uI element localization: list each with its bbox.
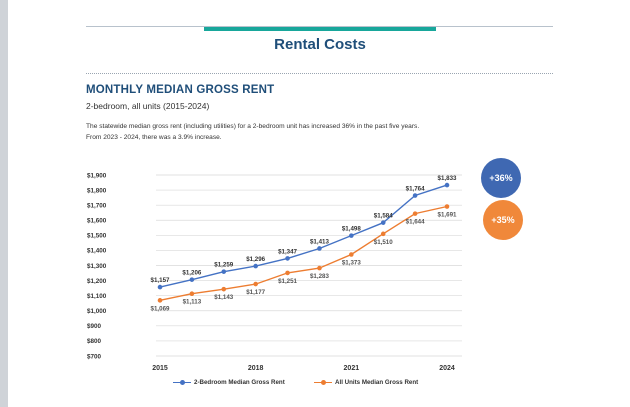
chart-series: $1,157 $1,206 $1,259 $1,296 $1,347 $1,413 $1,4… [151, 175, 457, 312]
series-2-data-label-2020: $1,283 [310, 273, 329, 280]
series-2-data-label-2016: $1,113 [183, 299, 202, 306]
all-units-change-badge: +35% [483, 200, 523, 240]
y-tick-label-1500: $1,500 [87, 233, 107, 240]
y-tick-label-1600: $1,600 [87, 218, 107, 225]
series-1-data-label-2023: $1,764 [406, 186, 425, 193]
series-1-data-label-2019: $1,347 [278, 248, 297, 255]
chart-axes: $700 $800 $900 $1,000 $1,100 $1,200 $1,300 $1,4… [87, 172, 455, 372]
series-line-1 [159, 184, 448, 288]
series-1-point-2017 [221, 269, 227, 274]
series-2-data-label-2019: $1,251 [278, 278, 297, 285]
x-tick-label-2015: 2015 [152, 365, 168, 372]
legend-item-two-bedroom: 2-Bedroom Median Gross Rent [173, 377, 285, 387]
series-2-data-label-2015: $1,069 [151, 305, 170, 312]
y-tick-label-1300: $1,300 [87, 263, 107, 270]
y-tick-label-1700: $1,700 [87, 202, 107, 209]
y-tick-label-1200: $1,200 [87, 278, 107, 285]
series-2-data-label-2024: $1,691 [438, 212, 457, 219]
series-2-point-2024 [444, 204, 450, 209]
page-title: Rental Costs [274, 36, 366, 53]
series-1-point-2019 [285, 256, 290, 261]
header-accent-bar [204, 27, 436, 31]
header-rule [86, 26, 553, 27]
description-line-2: From 2023 - 2024, there was a 3.9% incre… [86, 134, 222, 141]
y-tick-label-800: $800 [87, 338, 102, 345]
series-2-point-2015 [157, 298, 163, 303]
y-tick-label-1000: $1,000 [87, 308, 107, 315]
series-1-point-2016 [189, 277, 195, 282]
x-tick-label-2024: 2024 [439, 365, 455, 372]
series-2-data-label-2017: $1,143 [214, 294, 233, 301]
y-tick-label-900: $900 [87, 323, 102, 330]
dotted-divider [86, 73, 553, 74]
series-1-point-2015 [157, 284, 163, 290]
chart-grid [156, 174, 462, 357]
series-1-point-2020 [317, 246, 322, 251]
series-2-data-label-2021: $1,373 [342, 259, 361, 266]
x-tick-label-2018: 2018 [248, 365, 264, 372]
description-line-1: The statewide median gross rent (includi… [86, 123, 420, 130]
series-1-data-label-2020: $1,413 [310, 238, 329, 245]
series-1-data-label-2021: $1,498 [342, 226, 361, 233]
series-1-point-2021 [349, 233, 354, 238]
legend-symbol-two-bedroom [173, 378, 191, 386]
series-1-data-label-2018: $1,296 [246, 256, 265, 263]
x-tick-label-2021: 2021 [344, 365, 360, 372]
series-2-point-2016 [189, 291, 195, 297]
y-tick-label-1400: $1,400 [87, 248, 107, 255]
series-2-data-label-2018: $1,177 [246, 289, 265, 296]
series-2-point-2017 [221, 286, 227, 292]
section-subtitle: 2-bedroom, all units (2015-2024) [86, 101, 210, 111]
legend-label-two-bedroom: 2-Bedroom Median Gross Rent [194, 378, 285, 386]
series-1-data-label-2024: $1,833 [438, 175, 457, 182]
legend-item-all-units: All Units Median Gross Rent [314, 377, 418, 387]
series-1-data-label-2017: $1,259 [214, 262, 233, 269]
series-line-2 [159, 205, 448, 301]
series-2-point-2023 [412, 211, 418, 216]
y-tick-label-700: $700 [87, 353, 102, 360]
series-1-data-label-2015: $1,157 [151, 277, 170, 284]
y-tick-label-1800: $1,800 [87, 187, 107, 194]
legend-symbol-all-units [314, 378, 332, 386]
series-2-point-2021 [349, 252, 354, 257]
series-2-point-2018 [253, 281, 258, 287]
y-tick-label-1900: $1,900 [87, 172, 107, 179]
series-1-point-2018 [253, 263, 258, 269]
y-tick-label-1100: $1,100 [87, 293, 107, 300]
series-2-data-label-2022: $1,510 [374, 239, 393, 246]
legend-label-all-units: All Units Median Gross Rent [335, 378, 419, 386]
series-2-point-2019 [285, 270, 290, 276]
left-edge-bar [0, 0, 8, 407]
series-2-data-label-2023: $1,644 [406, 219, 425, 226]
series-1-data-label-2022: $1,584 [374, 213, 393, 220]
section-title: MONTHLY MEDIAN GROSS RENT [86, 84, 275, 96]
series-1-point-2023 [412, 193, 418, 198]
series-1-point-2022 [380, 220, 386, 225]
two-bedroom-change-badge: +36% [481, 158, 521, 198]
series-2-point-2020 [317, 265, 322, 271]
description: The statewide median gross rent (includi… [86, 121, 556, 143]
series-1-data-label-2016: $1,206 [182, 270, 201, 277]
series-1-point-2024 [444, 182, 450, 188]
series-2-point-2022 [380, 231, 386, 237]
